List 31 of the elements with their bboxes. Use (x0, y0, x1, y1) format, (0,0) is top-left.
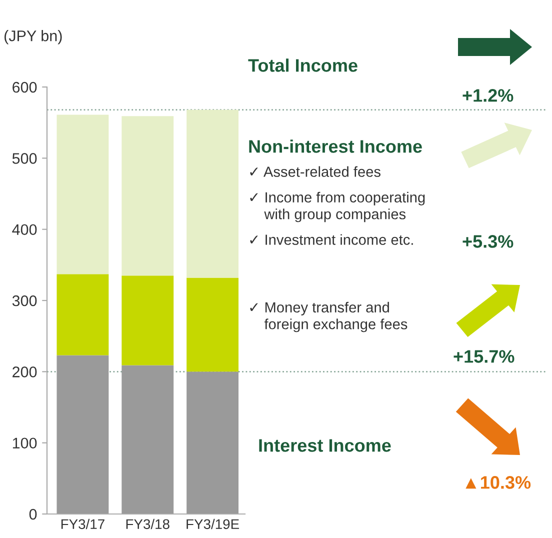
bar (122, 365, 174, 514)
y-tick-label: 600 (12, 82, 37, 93)
y-tick-label: 500 (12, 153, 37, 164)
text: Total Income (248, 58, 358, 72)
y-tick-label: 0 (29, 508, 37, 520)
text: +15.7% (454, 350, 514, 363)
bar (56, 114, 109, 274)
text: ✓ Money transfer and foreign exchange fees (250, 302, 408, 332)
bar (186, 110, 239, 278)
y-tick-label: 100 (12, 438, 37, 449)
text: ✓ Asset-related fees (250, 166, 380, 177)
text: +1.2% (462, 89, 514, 102)
bar (56, 274, 109, 356)
bar (122, 116, 174, 276)
y-tick-label: 300 (12, 295, 37, 306)
y-tick-label: 200 (12, 366, 37, 378)
text: ✓ Income from cooperating with group companies (250, 192, 425, 222)
bar (56, 355, 109, 514)
y-axis-title: (JPY bn) (4, 30, 62, 44)
text: ▲10.3% (466, 476, 531, 489)
x-tick-label: FY3/18 (126, 518, 170, 530)
text: ✓ Investment income etc. (250, 234, 413, 245)
text: Non-interest Income (249, 140, 422, 153)
y-tick-label: 400 (12, 224, 37, 236)
bar (186, 278, 239, 372)
text: Interest Income (259, 439, 391, 452)
bar (186, 372, 239, 514)
bar (122, 276, 174, 366)
text: +5.3% (462, 235, 514, 248)
x-tick-label: FY3/19E (186, 518, 239, 530)
x-tick-label: FY3/17 (61, 518, 104, 530)
